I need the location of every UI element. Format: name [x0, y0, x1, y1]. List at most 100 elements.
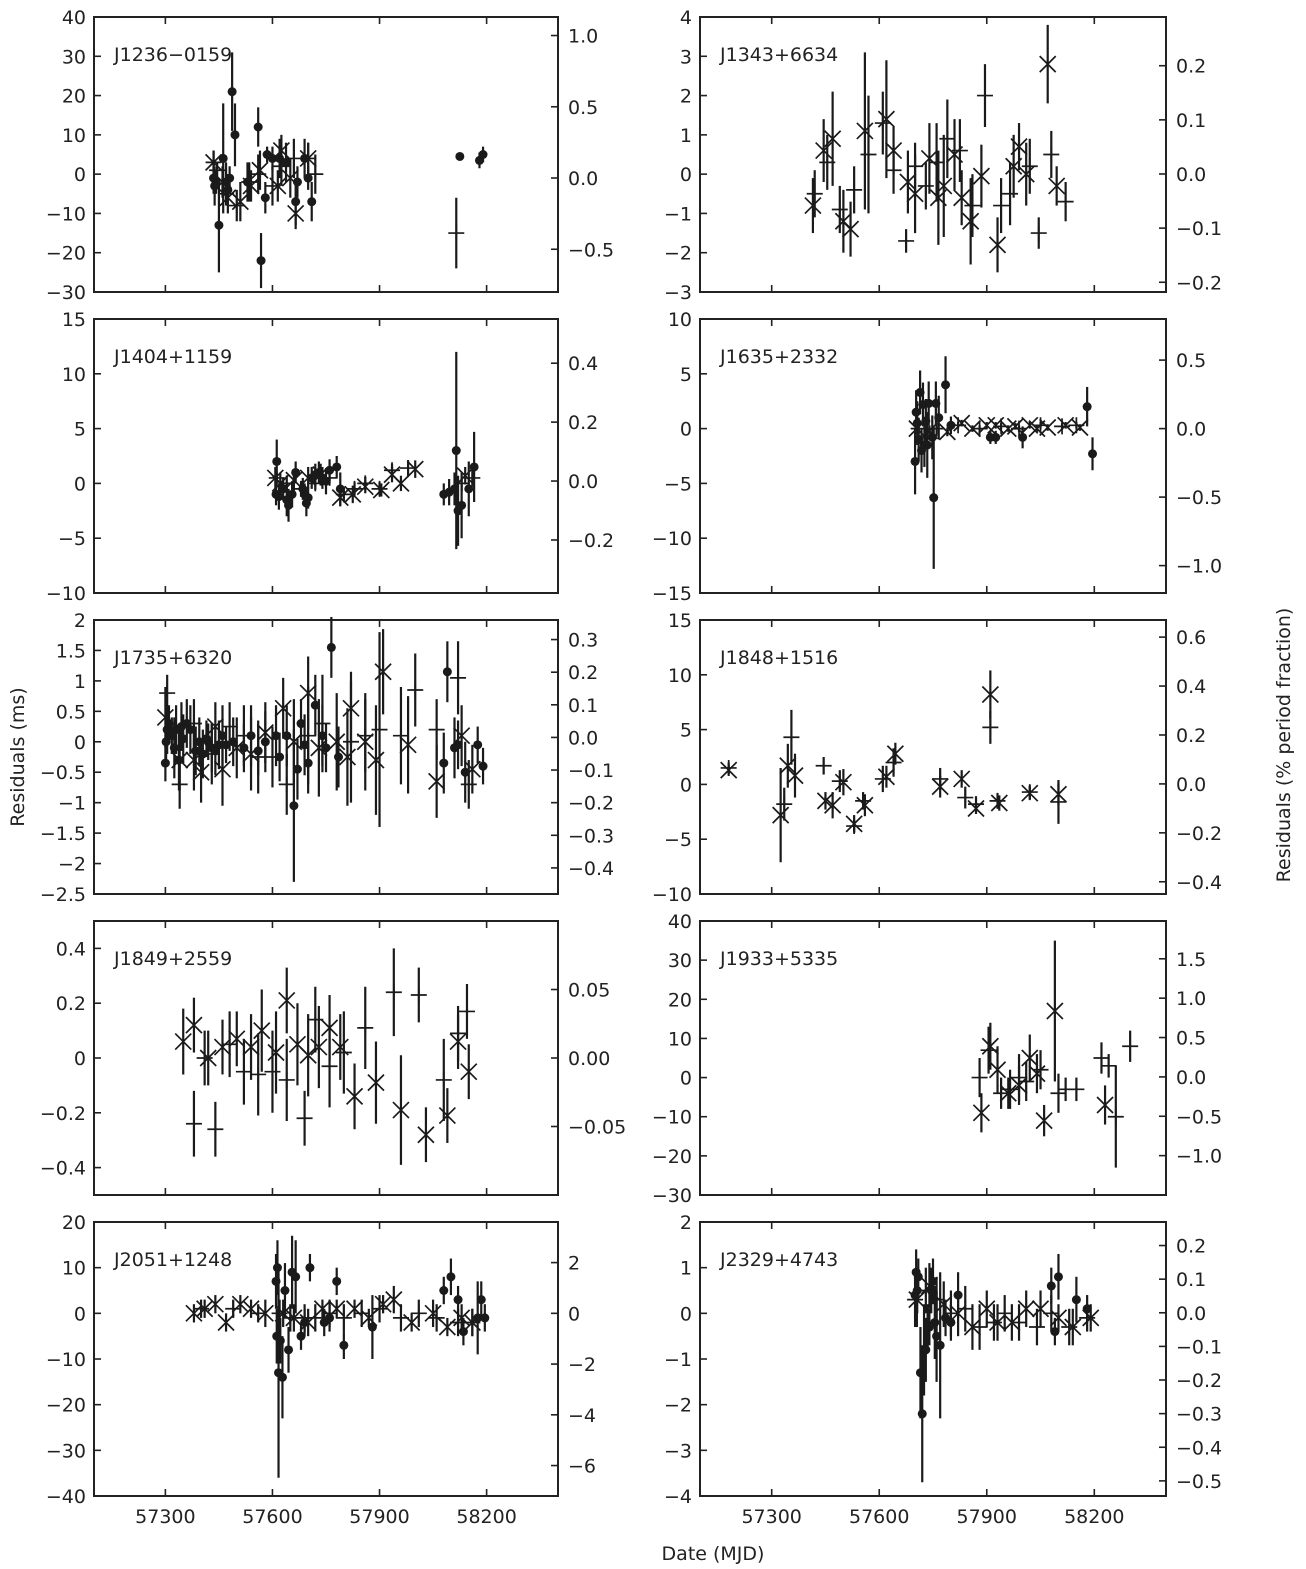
cross-point: [962, 212, 980, 230]
y-tick-label: −10: [46, 583, 86, 605]
y-right-tick-label: −0.5: [1176, 487, 1222, 509]
y-tick-label: 1: [74, 671, 86, 693]
cross-point: [1017, 165, 1035, 183]
dot-point: [260, 193, 270, 203]
y-right-tick-label: 1.0: [1176, 988, 1206, 1010]
cross-point: [344, 485, 362, 503]
y-tick-label: 2: [680, 1212, 692, 1234]
cross-point: [834, 773, 852, 791]
plus-point: [971, 1319, 988, 1336]
y-right-tick-label: 0.1: [1176, 110, 1206, 132]
cross-point: [372, 481, 390, 499]
dot-point: [439, 758, 449, 768]
y-right-tick-label: −0.1: [1176, 218, 1222, 240]
dot-point: [242, 177, 252, 187]
y-right-tick-label: −2: [568, 1354, 596, 1376]
dot-point: [922, 440, 932, 450]
y-tick-label: −10: [652, 884, 692, 906]
cross-point: [374, 663, 392, 681]
plot-frame: [699, 619, 1167, 895]
dot-point: [303, 758, 313, 768]
dot-point: [300, 153, 310, 163]
plus-point: [898, 232, 915, 249]
y-tick-label: 0: [680, 774, 692, 796]
cross-point: [428, 772, 446, 790]
y-right-tick-label: 0.3: [568, 630, 598, 652]
y-axis-title-left: Residuals (ms): [7, 687, 29, 826]
dot-point: [282, 731, 292, 741]
dot-point: [480, 1313, 490, 1323]
cross-point: [1003, 1313, 1021, 1332]
dot-point: [300, 1317, 310, 1327]
y-right-tick-label: 1.5: [1176, 949, 1206, 971]
dot-point: [335, 484, 345, 494]
dot-point: [284, 1345, 294, 1355]
plus-point: [885, 754, 902, 771]
plus-point: [964, 197, 981, 214]
plus-point: [976, 87, 993, 104]
panel-6: −10 −5 0 5 10 15 −0.4 −0.2 0.0 0.2 0.4 0.6 J1848+151…: [652, 610, 1222, 906]
dot-point: [924, 398, 934, 408]
cross-point: [786, 767, 804, 785]
dot-point: [460, 767, 470, 777]
cross-point: [213, 1038, 232, 1056]
y-right-tick-label: 0.0: [1176, 1067, 1206, 1089]
cross-point: [392, 474, 410, 493]
y-tick-label: −20: [652, 1146, 692, 1168]
y-tick-label: −20: [46, 243, 86, 265]
dot-point: [291, 197, 301, 207]
y-tick-label: 0.2: [56, 993, 86, 1015]
y-right-tick-label: −0.2: [1176, 1370, 1222, 1392]
y-right-tick-label: −0.4: [1176, 872, 1222, 894]
plus-point: [928, 154, 945, 171]
cross-point: [1049, 1309, 1068, 1327]
dot-point: [451, 446, 461, 456]
y-tick-label: −30: [652, 1185, 692, 1207]
dot-point: [455, 151, 465, 161]
cross-point: [269, 177, 287, 195]
plus-point: [159, 685, 176, 702]
cross-point: [449, 1032, 467, 1051]
panel-label: J1933+5335: [719, 948, 838, 970]
x-tick-label: 57900: [349, 1506, 409, 1528]
cross-point: [1010, 138, 1028, 156]
y-axis-title-right: Residuals (% period fraction): [1273, 608, 1295, 883]
x-axis-title: Date (MJD): [662, 1543, 765, 1565]
y-right-tick-label: 0.1: [568, 695, 598, 717]
y-tick-label: 10: [668, 1028, 692, 1050]
dot-point: [910, 456, 920, 466]
cross-point: [1017, 1300, 1035, 1318]
y-tick-label: −5: [664, 473, 692, 495]
dot-point: [946, 420, 956, 430]
y-right-tick-label: 0.2: [1176, 725, 1206, 747]
cross-point: [406, 460, 424, 478]
y-right-tick-label: 0.00: [568, 1048, 610, 1070]
dot-point: [1088, 449, 1098, 459]
dot-point: [296, 719, 306, 729]
dot-point: [321, 743, 331, 753]
y-tick-label: 30: [668, 950, 692, 972]
y-tick-label: −4: [664, 1486, 692, 1508]
dot-point: [478, 761, 488, 771]
cross-point: [841, 220, 860, 238]
cross-point: [824, 796, 842, 814]
plus-point: [460, 776, 477, 793]
y-tick-label: 20: [62, 1212, 86, 1234]
cross-point: [935, 177, 953, 195]
dot-point: [367, 1322, 377, 1332]
cross-point: [456, 467, 474, 485]
plot-frame: [93, 318, 559, 594]
cross-point: [174, 1032, 192, 1051]
plus-point: [971, 420, 988, 437]
cross-point: [963, 1318, 982, 1336]
panel-label: J2051+1248: [113, 1249, 232, 1271]
y-tick-label: 0: [74, 1048, 86, 1070]
y-right-tick-label: 0.5: [1176, 1028, 1206, 1050]
dot-point: [291, 1272, 301, 1282]
y-right-tick-label: 0.0: [1176, 774, 1206, 796]
y-right-tick-label: 0.5: [568, 97, 598, 119]
dot-point: [339, 1340, 349, 1350]
y-right-tick-label: 0.0: [1176, 1303, 1206, 1325]
dot-point: [325, 465, 335, 475]
plus-point: [193, 1300, 210, 1317]
